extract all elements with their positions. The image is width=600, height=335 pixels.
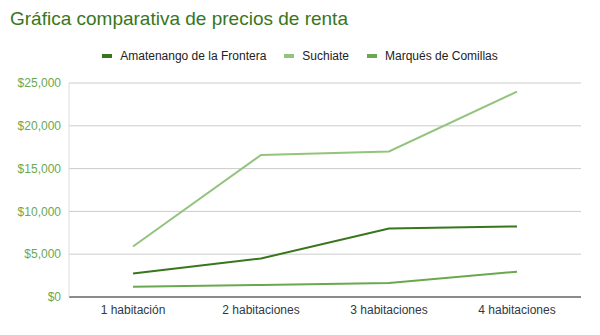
svg-text:$20,000: $20,000 xyxy=(18,119,62,133)
html-text:Gráfica comparativa de precios: Gráfica comparativa de precios de renta xyxy=(10,8,348,29)
html-text:Marqués de Comillas: Marqués de Comillas xyxy=(385,49,498,63)
svg-text:$0: $0 xyxy=(48,290,62,304)
svg-text:4 habitaciones: 4 habitaciones xyxy=(478,303,555,317)
svg-text:1 habitación: 1 habitación xyxy=(101,303,166,317)
svg-text:2 habitaciones: 2 habitaciones xyxy=(222,303,299,317)
svg-text:$5,000: $5,000 xyxy=(24,247,61,261)
svg-text:$10,000: $10,000 xyxy=(18,205,62,219)
svg-text:$25,000: $25,000 xyxy=(18,76,62,90)
html-text:Suchiate: Suchiate xyxy=(302,49,349,63)
svg-text:3 habitaciones: 3 habitaciones xyxy=(350,303,427,317)
html-text:Amatenango de la Frontera: Amatenango de la Frontera xyxy=(120,49,267,63)
svg-text:$15,000: $15,000 xyxy=(18,162,62,176)
